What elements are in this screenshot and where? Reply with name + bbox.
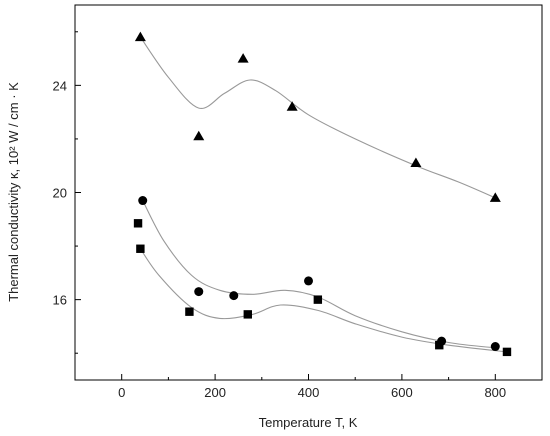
square-point (435, 340, 444, 350)
circle-point (304, 276, 313, 286)
fit-lines (139, 36, 508, 353)
y-tick-label: 20 (53, 186, 67, 201)
square-point (502, 347, 512, 357)
x-tick-label: 800 (484, 385, 506, 400)
y-tick-label: 16 (53, 293, 67, 308)
triangle-point (489, 192, 501, 202)
x-tick-label: 0 (118, 385, 125, 400)
y-axis-label: Thermal conductivity κ, 10² W / cm · K (6, 82, 21, 302)
square-point (313, 295, 323, 304)
triangle-point (134, 31, 146, 42)
data-markers (133, 31, 512, 357)
circle-point (229, 291, 239, 301)
x-tick-label: 400 (298, 385, 320, 400)
fit-line-triangle (139, 36, 496, 199)
triangle-point (193, 130, 205, 141)
y-axis-ticks: 16 20 24 (53, 31, 81, 354)
x-tick-label: 600 (391, 385, 413, 400)
square-point (133, 219, 143, 228)
triangle-point (237, 53, 249, 63)
circle-point (138, 196, 148, 206)
triangle-point (286, 101, 298, 111)
circle-point (490, 342, 500, 352)
plot-frame (74, 4, 543, 381)
fit-line-square (139, 248, 508, 353)
x-axis-label: Temperature T, K (259, 415, 358, 430)
triangle-point (410, 157, 422, 168)
square-point (136, 244, 145, 253)
square-point (243, 310, 252, 319)
circle-point (194, 287, 204, 297)
x-tick-label: 200 (204, 385, 226, 400)
fit-line-circle (142, 200, 496, 349)
square-point (185, 307, 194, 316)
y-tick-label: 24 (53, 78, 67, 93)
x-axis-ticks: 0 200 400 600 800 (74, 374, 543, 400)
